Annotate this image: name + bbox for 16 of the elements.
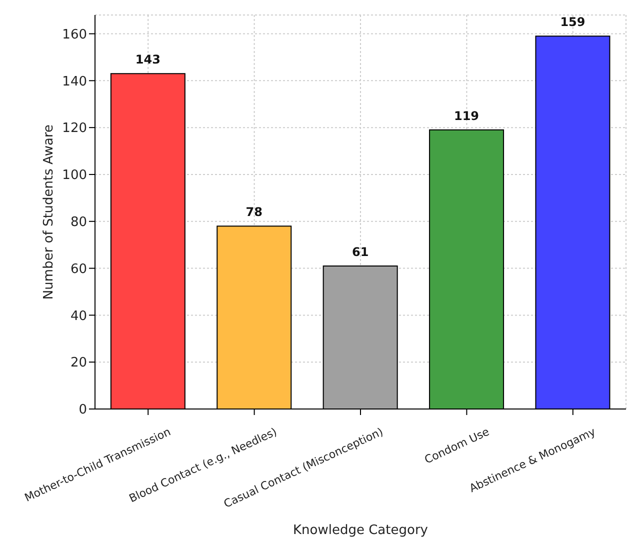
data-label: 119	[454, 108, 480, 123]
y-tick-label: 60	[70, 262, 87, 277]
y-tick-label: 140	[62, 74, 87, 90]
y-tick-label: 160	[62, 27, 87, 42]
y-tick-label: 80	[70, 214, 87, 230]
x-axis-title: Knowledge Category	[293, 523, 428, 538]
y-tick-label: 100	[62, 168, 87, 184]
data-label: 159	[560, 15, 586, 30]
y-tick-label: 120	[62, 121, 87, 136]
y-tick-label: 0	[78, 402, 87, 418]
y-tick-label: 40	[70, 308, 87, 324]
data-label: 78	[246, 205, 262, 220]
y-axis-title: Number of Students Aware	[42, 124, 57, 300]
data-label: 61	[352, 244, 369, 259]
y-tick-label: 20	[70, 356, 87, 371]
data-label: 143	[135, 52, 160, 67]
